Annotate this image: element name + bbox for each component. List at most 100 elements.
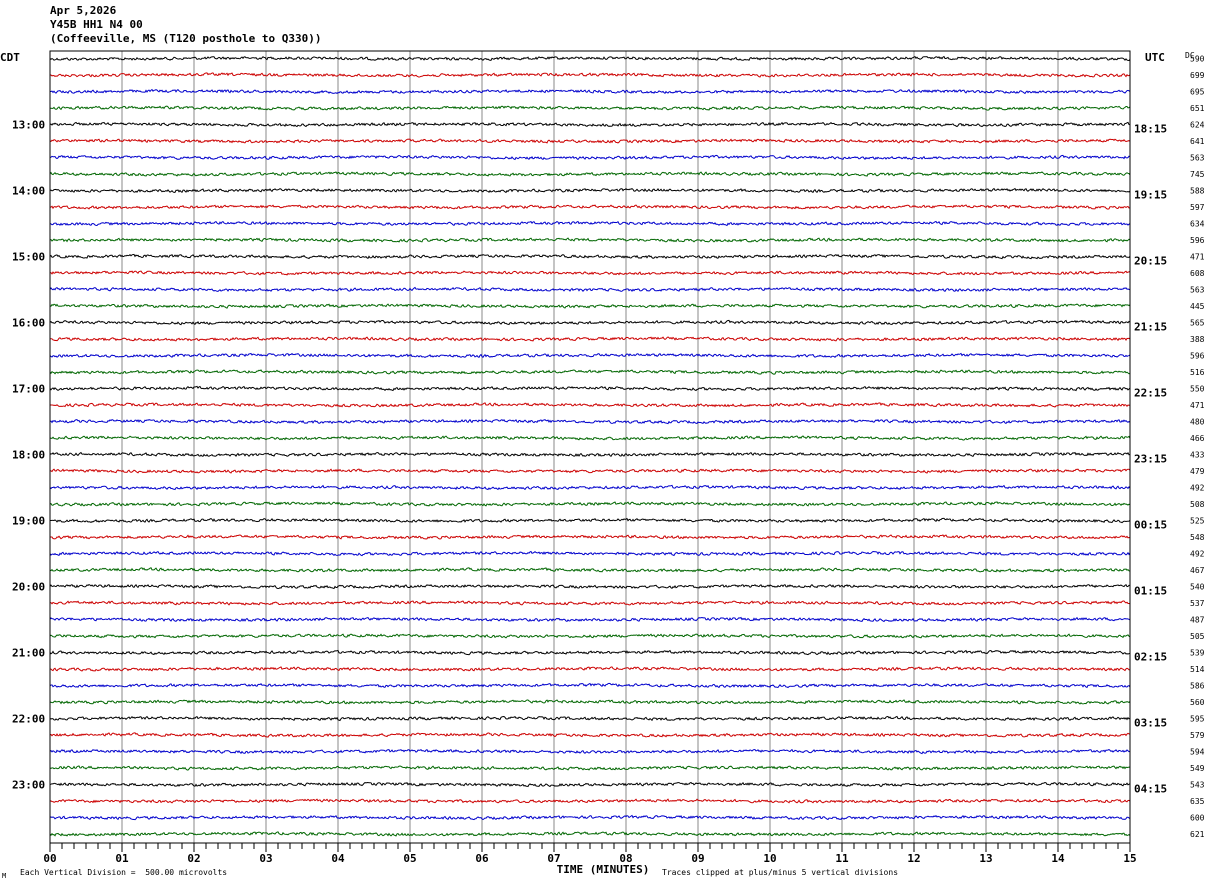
dc-offset-labels: 590 699 695 651 624 641 563 745 588 597 634 596 471 6… [1190,55,1205,840]
dc-offset-value: 525 [1190,517,1205,526]
dc-offset-value: 597 [1190,203,1205,212]
dc-offset-value: 586 [1190,682,1205,691]
cdt-hour-label: 16:00 [12,317,45,330]
station-location: (Coffeeville, MS (T120 posthole to Q330)… [50,32,322,45]
dc-offset-value: 563 [1190,286,1205,295]
dc-offset-value: 695 [1190,88,1205,97]
seismic-trace [49,336,1131,342]
seismic-trace [50,402,1131,408]
x-tick-label: 07 [547,852,560,865]
x-tick-label: 03 [259,852,272,865]
dc-offset-value: 539 [1190,649,1205,658]
seismic-trace [49,484,1131,491]
x-tick-label: 00 [43,852,56,865]
plot-frame [49,50,1131,844]
x-tick-label: 08 [619,852,632,865]
seismic-trace [49,138,1131,144]
dc-offset-value: 624 [1190,121,1205,130]
utc-hour-label: 22:15 [1134,387,1167,400]
seismic-trace [49,468,1131,474]
dc-offset-value: 537 [1190,599,1205,608]
seismic-trace [49,220,1131,227]
dc-offset-value: 516 [1190,368,1205,377]
seismic-trace [49,831,1131,837]
cdt-hour-label: 15:00 [12,251,45,264]
seismic-trace [49,781,1131,788]
dc-offset-value: 590 [1190,55,1205,64]
seismic-trace [49,682,1131,689]
utc-hour-label: 19:15 [1134,189,1167,202]
dc-offset-value: 467 [1190,566,1205,575]
dc-offset-value: 514 [1190,665,1205,674]
seismic-trace [49,352,1131,359]
dc-offset-value: 600 [1190,814,1205,823]
seismic-trace [49,616,1131,623]
dc-label: DC [1185,51,1195,60]
dc-offset-value: 540 [1190,583,1205,592]
dc-offset-value: 608 [1190,269,1205,278]
seismic-trace [49,583,1131,590]
utc-hour-label: 01:15 [1134,585,1167,598]
cdt-hour-label: 18:00 [12,449,45,462]
seismic-trace [49,633,1131,639]
dc-offset-value: 565 [1190,319,1205,328]
footer-mark: M [2,872,6,880]
seismic-trace [49,55,1131,62]
dc-offset-value: 641 [1190,137,1205,146]
utc-hour-label: 21:15 [1134,321,1167,334]
seismic-trace [49,765,1131,771]
station-code: Y45B HH1 N4 00 [50,18,143,31]
dc-offset-value: 480 [1190,418,1205,427]
cdt-hour-label: 23:00 [12,779,45,792]
cdt-hour-label: 22:00 [12,713,45,726]
seismic-trace [49,105,1131,111]
seismic-trace [49,319,1131,326]
x-tick-label: 01 [115,852,129,865]
seismic-trace [49,732,1131,738]
utc-hour-label: 20:15 [1134,255,1167,268]
seismic-trace [49,171,1131,177]
cdt-hour-label: 20:00 [12,581,45,594]
plot-header: Apr 5,2026 Y45B HH1 N4 00 (Coffeeville, … [50,4,322,46]
dc-offset-value: 635 [1190,797,1205,806]
seismic-trace [49,253,1131,260]
dc-offset-value: 699 [1190,71,1205,80]
utc-hour-label: 03:15 [1134,717,1167,730]
x-tick-label: 09 [691,852,704,865]
x-tick-label: 15 [1123,852,1136,865]
x-tick-label: 12 [907,852,920,865]
seismic-trace [49,451,1131,458]
seismic-trace [49,270,1131,276]
seismic-trace [49,385,1131,392]
cdt-hour-label: 21:00 [12,647,45,660]
utc-hour-label: 00:15 [1134,519,1167,532]
dc-offset-value: 433 [1190,451,1205,460]
seismic-trace [49,649,1131,656]
seismic-trace [49,666,1131,672]
dc-offset-value: 508 [1190,500,1205,509]
dc-offset-value: 563 [1190,154,1205,163]
x-tick-label: 04 [331,852,345,865]
seismic-trace [49,600,1131,606]
seismic-trace [49,748,1131,755]
left-axis-label: CDT [0,51,20,64]
utc-hour-label: 23:15 [1134,453,1167,466]
x-tick-label: 10 [763,852,776,865]
seismic-trace [49,286,1131,292]
dc-offset-value: 548 [1190,533,1205,542]
seismic-trace [49,550,1131,557]
utc-hour-label: 04:15 [1134,783,1167,796]
dc-offset-value: 596 [1190,236,1205,245]
dc-offset-value: 621 [1190,830,1205,839]
seismic-trace [49,435,1131,441]
seismic-trace [49,699,1131,705]
dc-offset-value: 560 [1190,698,1205,707]
x-tick-label: 14 [1051,852,1065,865]
seismic-trace [50,517,1131,524]
seismic-trace [49,369,1131,375]
seismic-trace [49,187,1131,194]
dc-offset-value: 588 [1190,187,1205,196]
seismic-trace [49,814,1131,821]
utc-hour-label: 18:15 [1134,123,1167,136]
